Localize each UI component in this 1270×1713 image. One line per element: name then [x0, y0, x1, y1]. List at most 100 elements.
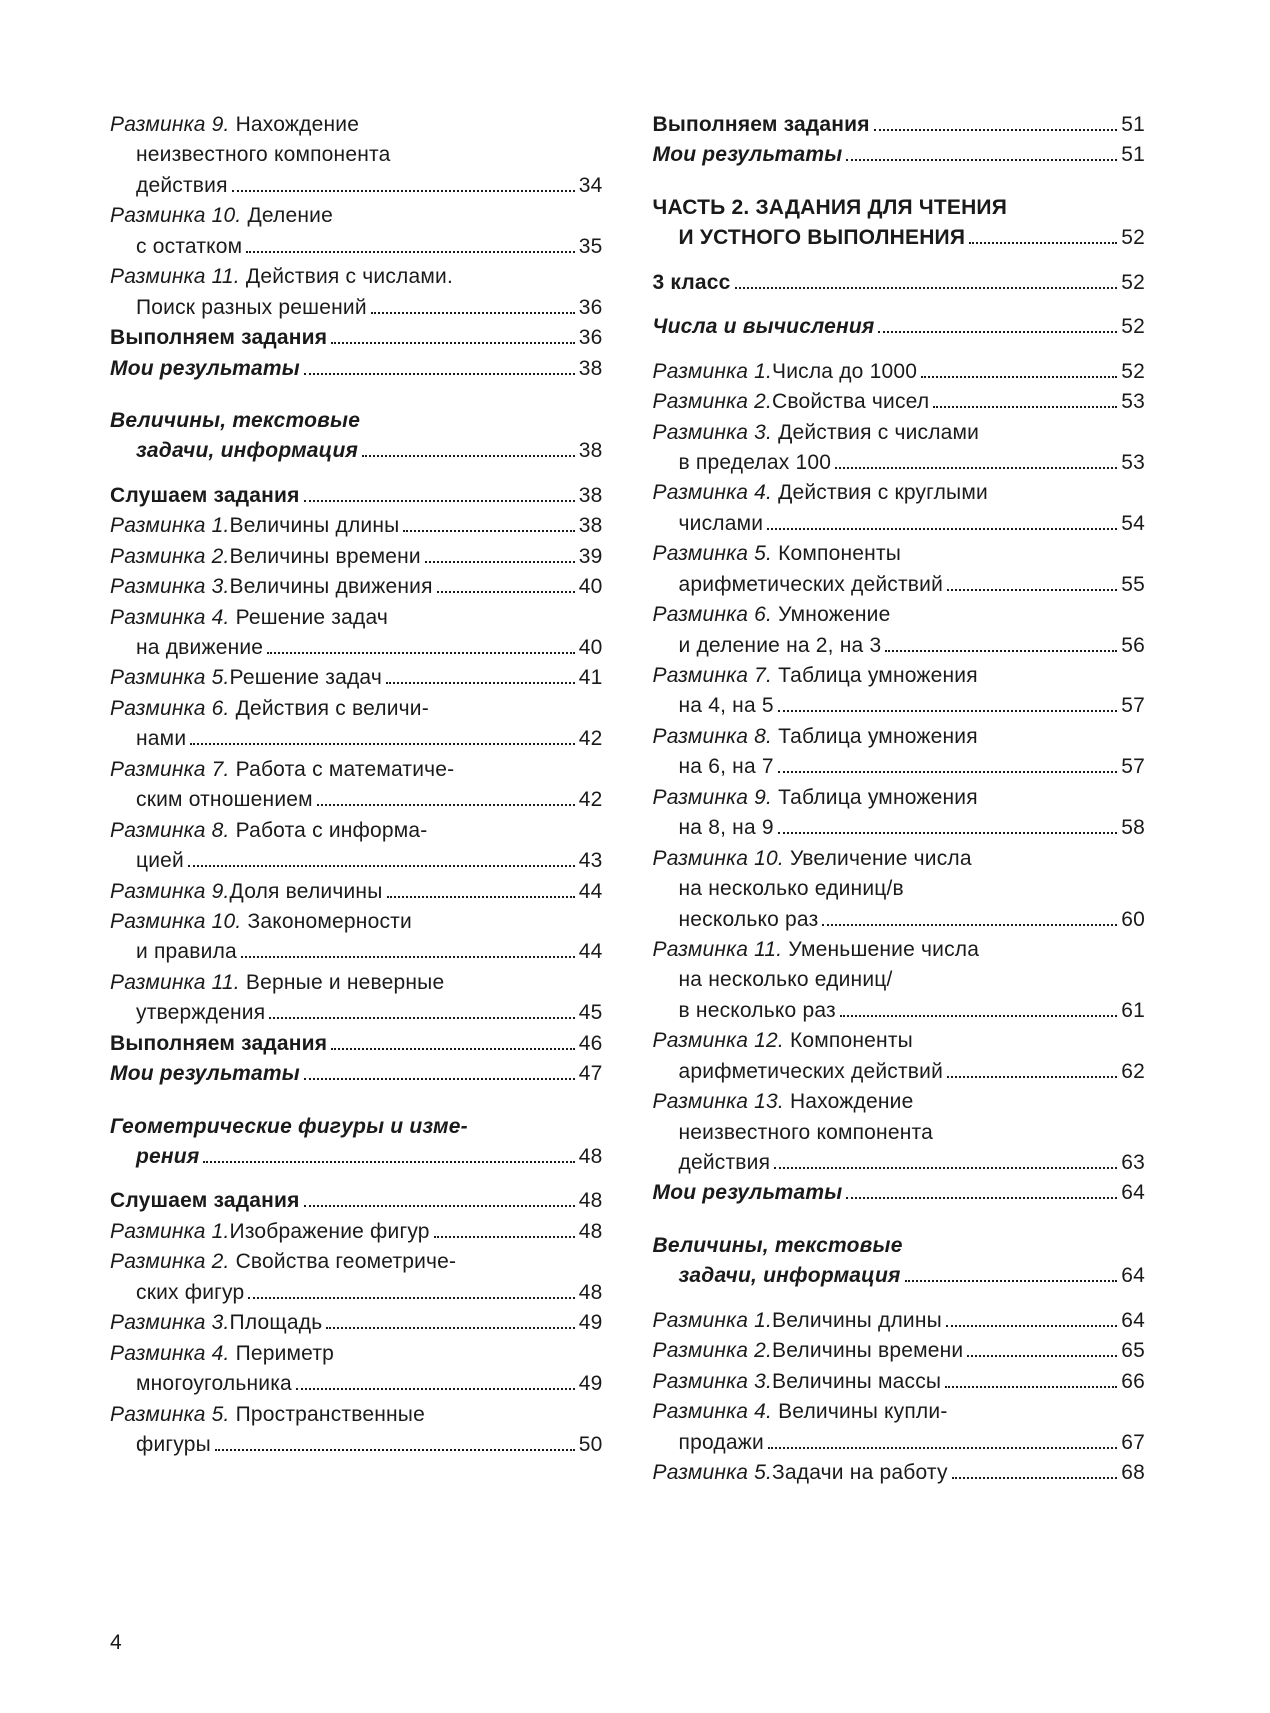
- leader-dots: [371, 293, 575, 314]
- leader-dots: [326, 1308, 574, 1329]
- toc-entry: Мои результаты51: [653, 140, 1146, 170]
- leader-dots: [768, 1428, 1117, 1449]
- toc-text: Доля величины: [230, 877, 383, 907]
- toc-line: 3 класс52: [653, 268, 1146, 298]
- toc-entry: несколько раз60: [653, 905, 1146, 935]
- toc-entry: Разминка 8. Таблица умножения: [653, 722, 1146, 752]
- toc-entry: Разминка 3. Величины движения 40: [110, 572, 603, 602]
- toc-entry: Разминка 10. Увеличение числа: [653, 844, 1146, 874]
- toc-entry: неизвестного компонента: [110, 140, 603, 170]
- toc-line: числами54: [679, 509, 1146, 539]
- toc-line: Разминка 3. Площадь49: [110, 1308, 603, 1338]
- toc-entry: арифметических действий55: [653, 570, 1146, 600]
- toc-text: задачи, информация: [679, 1261, 901, 1291]
- leader-dots: [437, 572, 575, 593]
- toc-line: Разминка 1. Величины длины64: [653, 1306, 1146, 1336]
- leader-dots: [905, 1261, 1118, 1282]
- toc-left-column: Разминка 9. Нахождениенеизвестного компо…: [110, 110, 603, 1488]
- toc-page-number: 52: [1121, 268, 1145, 298]
- toc-text: Разминка 12.: [653, 1029, 784, 1052]
- toc-text: фигуры: [136, 1430, 211, 1460]
- toc-line: Слушаем задания38: [110, 481, 603, 511]
- toc-line: задачи, информация64: [679, 1261, 1146, 1291]
- spacer: [653, 171, 1146, 193]
- toc-text: Работа с математиче-: [230, 758, 455, 781]
- toc-text: Величины движения: [230, 572, 433, 602]
- spacer: [653, 343, 1146, 357]
- toc-page-number: 40: [579, 572, 603, 602]
- page: Разминка 9. Нахождениенеизвестного компо…: [0, 0, 1270, 1713]
- toc-entry: Разминка 1. Величины длины38: [110, 511, 603, 541]
- toc-page-number: 38: [579, 481, 603, 511]
- toc-line: Разминка 3. Величины движения 40: [110, 572, 603, 602]
- spacer: [110, 467, 603, 481]
- toc-text: Верные и неверные: [240, 971, 445, 994]
- toc-page-number: 48: [579, 1142, 603, 1172]
- toc-entry: рения48: [110, 1142, 603, 1172]
- toc-text: Разминка 7.: [110, 758, 230, 781]
- toc-entry: на движение40: [110, 633, 603, 663]
- toc-line: Разминка 5. Решение задач41: [110, 663, 603, 693]
- leader-dots: [846, 141, 1117, 162]
- toc-entry: Поиск разных решений36: [110, 293, 603, 323]
- toc-text: арифметических действий: [679, 570, 944, 600]
- toc-page-number: 47: [579, 1059, 603, 1089]
- toc-entry: Разминка 4. Периметр: [110, 1339, 603, 1369]
- leader-dots: [304, 354, 575, 375]
- toc-page-number: 52: [1121, 312, 1145, 342]
- toc-text: ЧАСТЬ 2. ЗАДАНИЯ ДЛЯ ЧТЕНИЯ: [653, 196, 1008, 219]
- toc-text: Разминка 9.: [110, 877, 230, 907]
- toc-entry: Разминка 3. Действия с числами: [653, 418, 1146, 448]
- toc-entry: Разминка 5. Пространственные: [110, 1400, 603, 1430]
- toc-text: Разминка 11.: [653, 938, 783, 961]
- leader-dots: [317, 785, 575, 806]
- toc-line: Поиск разных решений36: [136, 293, 603, 323]
- leader-dots: [778, 692, 1117, 713]
- toc-text: Разминка 10.: [653, 847, 784, 870]
- toc-line: Разминка 1. Изображение фигур48: [110, 1217, 603, 1247]
- toc-entry: Разминка 7. Таблица умножения: [653, 661, 1146, 691]
- leader-dots: [967, 1336, 1117, 1357]
- toc-line: на 8, на 958: [679, 813, 1146, 843]
- toc-page-number: 36: [579, 293, 603, 323]
- toc-entry: Разминка 2. Свойства геометриче-: [110, 1247, 603, 1277]
- toc-line: на 4, на 5 57: [679, 691, 1146, 721]
- toc-text: Числа до 1000: [772, 357, 917, 387]
- toc-page-number: 48: [579, 1186, 603, 1216]
- toc-text: Таблица умножения: [772, 664, 978, 687]
- toc-text: Разминка 1.: [110, 1217, 230, 1247]
- leader-dots: [248, 1278, 574, 1299]
- toc-text: на несколько единиц/в: [679, 877, 904, 900]
- toc-page-number: 57: [1121, 752, 1145, 782]
- toc-page-number: 66: [1121, 1367, 1145, 1397]
- toc-entry: Разминка 10. Деление: [110, 201, 603, 231]
- toc-text: Геометрические фигуры и изме-: [110, 1115, 468, 1138]
- toc-entry: Разминка 11. Верные и неверные: [110, 968, 603, 998]
- toc-page-number: 39: [579, 542, 603, 572]
- leader-dots: [304, 481, 575, 502]
- leader-dots: [331, 1029, 574, 1050]
- toc-text: Разминка 3.: [653, 1367, 773, 1397]
- toc-line: арифметических действий62: [679, 1057, 1146, 1087]
- toc-text: Разминка 3.: [110, 572, 230, 602]
- toc-text: Разминка 9.: [653, 786, 773, 809]
- toc-entry: на 4, на 5 57: [653, 691, 1146, 721]
- toc-text: Разминка 5.: [110, 1403, 230, 1426]
- spacer: [653, 1209, 1146, 1231]
- toc-text: Таблица умножения: [772, 725, 978, 748]
- toc-text: Мои результаты: [110, 1059, 300, 1089]
- toc-page-number: 57: [1121, 691, 1145, 721]
- toc-page-number: 38: [579, 354, 603, 384]
- toc-line: И УСТНОГО ВЫПОЛНЕНИЯ52: [679, 223, 1146, 253]
- toc-page-number: 48: [579, 1278, 603, 1308]
- toc-line: несколько раз60: [679, 905, 1146, 935]
- toc-entry: Разминка 11. Уменьшение числа: [653, 935, 1146, 965]
- toc-entry: арифметических действий62: [653, 1057, 1146, 1087]
- toc-text: цией: [136, 846, 184, 876]
- toc-text: Разминка 4.: [653, 481, 773, 504]
- toc-entry: неизвестного компонента: [653, 1118, 1146, 1148]
- toc-line: с остатком35: [136, 232, 603, 262]
- toc-page-number: 64: [1121, 1306, 1145, 1336]
- toc-text: на 4, на 5: [679, 691, 774, 721]
- leader-dots: [969, 223, 1117, 244]
